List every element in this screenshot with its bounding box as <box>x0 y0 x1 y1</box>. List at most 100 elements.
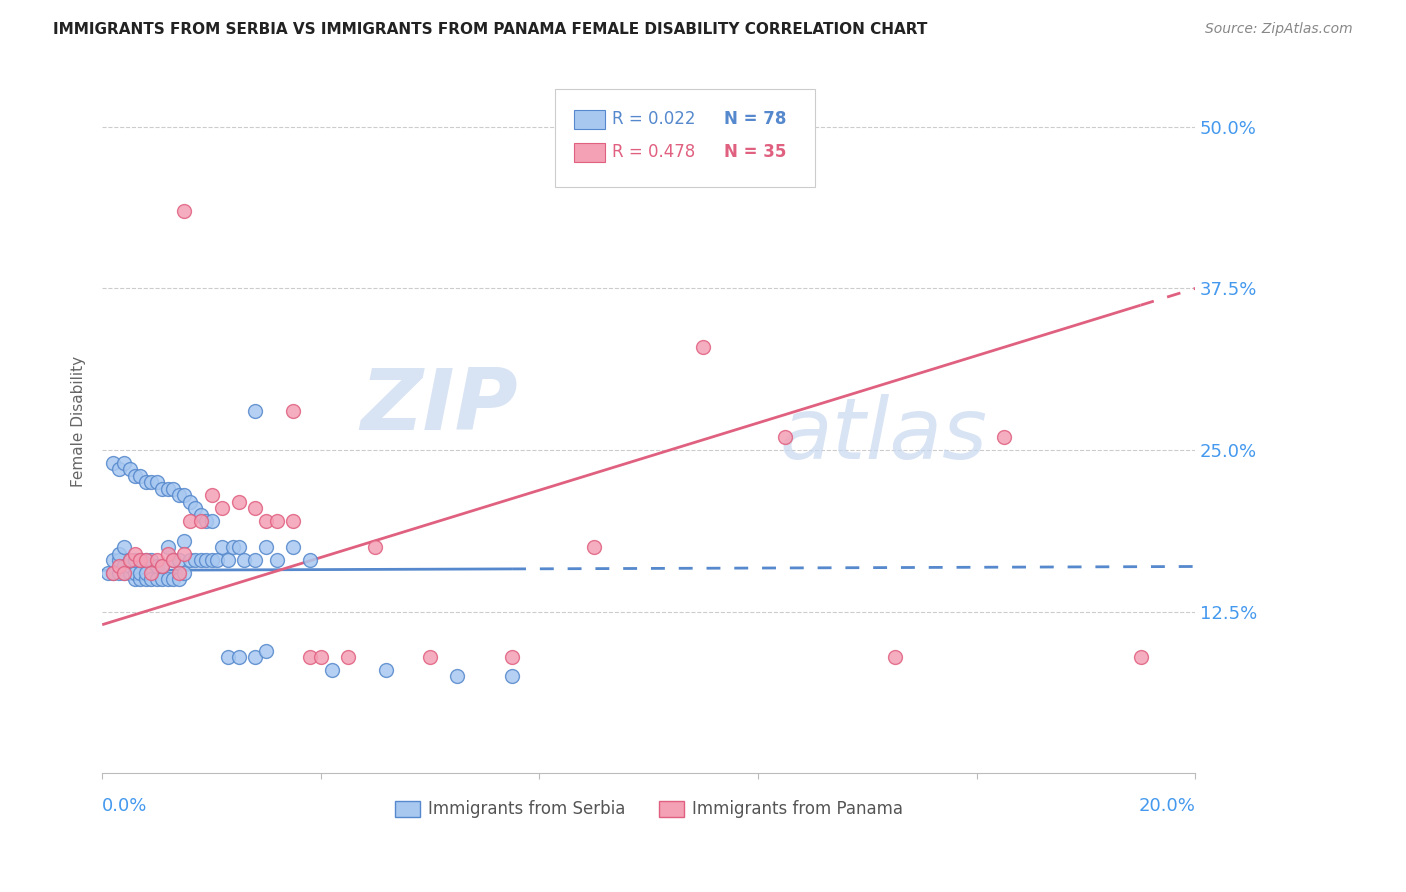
Point <box>254 540 277 554</box>
Text: atlas: atlas <box>780 393 988 476</box>
Point <box>337 650 360 665</box>
Point <box>129 566 152 580</box>
Point <box>156 547 179 561</box>
Point <box>775 430 797 444</box>
Point <box>419 650 441 665</box>
Point <box>179 514 201 528</box>
Point <box>190 553 212 567</box>
Point <box>146 573 169 587</box>
Point <box>101 553 124 567</box>
Point <box>101 566 124 580</box>
Point <box>321 663 343 677</box>
Point <box>173 533 195 548</box>
Point <box>217 553 239 567</box>
Text: 20.0%: 20.0% <box>1139 797 1195 814</box>
Point <box>107 553 129 567</box>
Point <box>692 340 714 354</box>
Point <box>107 566 129 580</box>
Point <box>162 573 184 587</box>
Point <box>309 650 332 665</box>
Point <box>129 553 152 567</box>
Point <box>101 566 124 580</box>
Point <box>245 501 267 516</box>
Point <box>200 553 222 567</box>
Point <box>283 514 305 528</box>
Point <box>150 482 173 496</box>
Point <box>118 566 141 580</box>
Point <box>375 663 398 677</box>
Point <box>173 488 195 502</box>
Point <box>211 501 233 516</box>
Point <box>184 501 207 516</box>
Point <box>112 566 135 580</box>
Point <box>135 475 157 490</box>
Point <box>162 553 184 567</box>
Point <box>141 475 163 490</box>
Point <box>245 553 267 567</box>
Point <box>112 540 135 554</box>
Point <box>501 650 523 665</box>
Point <box>141 553 163 567</box>
Point <box>446 669 468 683</box>
Point <box>195 553 218 567</box>
Point <box>118 559 141 574</box>
Point <box>364 540 387 554</box>
Point <box>283 404 305 418</box>
Point <box>173 547 195 561</box>
Point <box>150 559 173 574</box>
Text: ZIP: ZIP <box>360 366 517 449</box>
Point <box>245 404 267 418</box>
Point <box>179 553 201 567</box>
Point <box>173 203 195 218</box>
Point <box>124 469 146 483</box>
Y-axis label: Female Disability: Female Disability <box>72 355 86 486</box>
Point <box>150 559 173 574</box>
Point <box>583 540 606 554</box>
Point <box>135 573 157 587</box>
Point <box>993 430 1015 444</box>
Point <box>107 559 129 574</box>
Point <box>190 508 212 522</box>
Point <box>146 553 169 567</box>
Point <box>97 566 120 580</box>
Text: R = 0.022: R = 0.022 <box>612 110 695 128</box>
Point <box>167 566 190 580</box>
Point <box>266 553 288 567</box>
Point <box>254 514 277 528</box>
Point <box>298 553 321 567</box>
Point <box>124 573 146 587</box>
Point <box>112 559 135 574</box>
Point <box>129 469 152 483</box>
Point <box>217 650 239 665</box>
Point <box>162 482 184 496</box>
Point <box>156 540 179 554</box>
Point <box>222 540 245 554</box>
Point <box>254 643 277 657</box>
Text: R = 0.478: R = 0.478 <box>612 143 695 161</box>
Text: 0.0%: 0.0% <box>103 797 148 814</box>
Point <box>135 566 157 580</box>
Point <box>195 514 218 528</box>
Point <box>200 488 222 502</box>
Point <box>228 540 250 554</box>
Point <box>283 540 305 554</box>
Point <box>200 514 222 528</box>
Point <box>167 573 190 587</box>
Point <box>1129 650 1152 665</box>
Point <box>141 573 163 587</box>
Point <box>124 547 146 561</box>
Text: Source: ZipAtlas.com: Source: ZipAtlas.com <box>1205 22 1353 37</box>
Point <box>501 669 523 683</box>
Point <box>173 566 195 580</box>
Point <box>162 553 184 567</box>
Text: N = 78: N = 78 <box>724 110 786 128</box>
Point <box>150 573 173 587</box>
Point <box>156 573 179 587</box>
Point <box>101 456 124 470</box>
Text: IMMIGRANTS FROM SERBIA VS IMMIGRANTS FROM PANAMA FEMALE DISABILITY CORRELATION C: IMMIGRANTS FROM SERBIA VS IMMIGRANTS FRO… <box>53 22 928 37</box>
Text: N = 35: N = 35 <box>724 143 786 161</box>
Point <box>118 553 141 567</box>
Point <box>190 514 212 528</box>
Point <box>883 650 905 665</box>
Point <box>141 566 163 580</box>
